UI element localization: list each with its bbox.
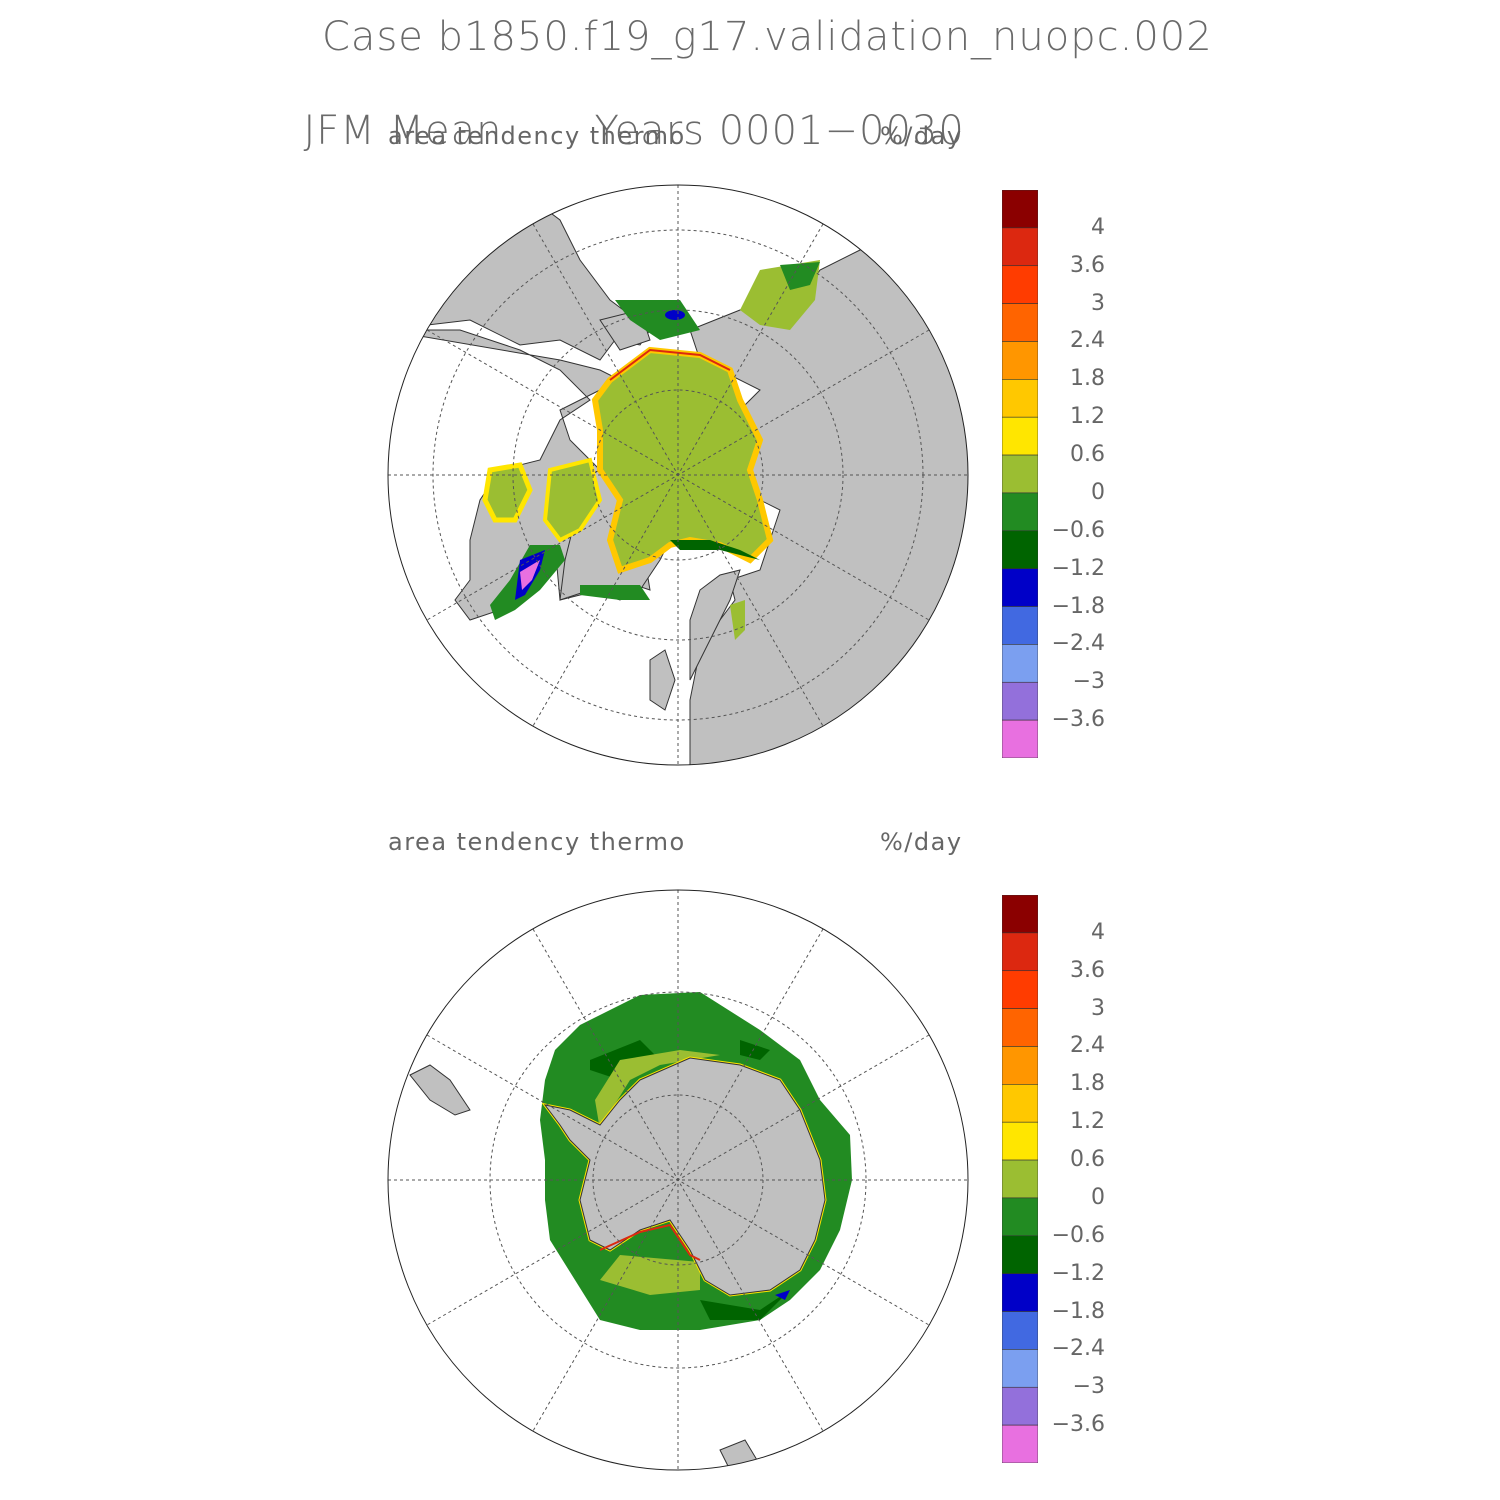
colorbar-tick-label: 0 (1091, 1184, 1105, 1210)
colorbar-swatch (1001, 1197, 1039, 1237)
colorbar-swatch (1001, 303, 1039, 342)
colorbar-swatch (1001, 1273, 1039, 1312)
colorbar-swatch (1001, 644, 1039, 683)
colorbar-swatch (1001, 379, 1039, 418)
colorbar-tick-label: 1.2 (1070, 1109, 1105, 1135)
colorbar-swatch (1001, 227, 1039, 267)
colorbar-swatch (1001, 1008, 1039, 1047)
colorbar-swatch (1001, 606, 1039, 645)
colorbar-north-swatches (1001, 189, 1039, 759)
colorbar-tick-label: −3.6 (1051, 1412, 1105, 1438)
colorbar-tick-label: −1.8 (1051, 1298, 1105, 1324)
colorbar-swatch (1001, 1084, 1039, 1123)
colorbar-swatch (1001, 492, 1039, 532)
colorbar-swatch (1001, 189, 1039, 229)
colorbar-tick-label: 3.6 (1070, 957, 1105, 983)
colorbar-swatch (1001, 1121, 1039, 1161)
colorbar-tick-label: −3 (1072, 669, 1105, 695)
colorbar-tick-label: 4 (1091, 919, 1105, 945)
period-label: JFM Mean (303, 108, 503, 154)
panel2-variable-label: area tendency thermo (388, 828, 686, 856)
colorbar-north (1001, 189, 1039, 762)
colorbar-tick-label: 1.8 (1070, 1071, 1105, 1097)
panel1-variable-label: area tendency thermo (388, 122, 686, 150)
colorbar-tick-label: −1.2 (1051, 555, 1105, 581)
colorbar-tick-label: −0.6 (1051, 1222, 1105, 1248)
colorbar-swatch (1001, 894, 1039, 934)
colorbar-south (1001, 894, 1039, 1467)
colorbar-tick-label: 1.2 (1070, 404, 1105, 430)
colorbar-swatch (1001, 265, 1039, 304)
colorbar-tick-label: 3 (1091, 290, 1105, 316)
colorbar-swatch (1001, 416, 1039, 456)
colorbar-swatch (1001, 719, 1039, 759)
colorbar-tick-label: −1.8 (1051, 593, 1105, 619)
colorbar-tick-label: 0 (1091, 479, 1105, 505)
colorbar-tick-label: −0.6 (1051, 517, 1105, 543)
panel2-units-label: %/day (880, 828, 963, 856)
south-polar-map (387, 889, 969, 1471)
colorbar-tick-label: −2.4 (1051, 1336, 1105, 1362)
colorbar-tick-label: 4 (1091, 214, 1105, 240)
colorbar-tick-label: 2.4 (1070, 1033, 1105, 1059)
colorbar-swatch (1001, 932, 1039, 972)
colorbar-tick-label: 0.6 (1070, 1147, 1105, 1173)
colorbar-swatch (1001, 1235, 1039, 1274)
colorbar-south-swatches (1001, 894, 1039, 1464)
plot-title-period: JFM Mean Years 0001−0030 (276, 62, 965, 154)
panel1-units-label: %/day (880, 122, 963, 150)
years-label: Years 0001−0030 (594, 108, 965, 154)
colorbar-tick-label: −3.6 (1051, 707, 1105, 733)
colorbar-tick-label: −1.2 (1051, 1260, 1105, 1286)
colorbar-tick-label: −2.4 (1051, 631, 1105, 657)
colorbar-tick-label: 1.8 (1070, 366, 1105, 392)
plot-title-case: Case b1850.f19_g17.validation_nuopc.002 (322, 14, 1213, 60)
colorbar-swatch (1001, 1046, 1039, 1085)
colorbar-tick-label: 0.6 (1070, 442, 1105, 468)
north-polar-map (387, 184, 969, 766)
colorbar-tick-label: 3 (1091, 995, 1105, 1021)
colorbar-tick-label: 3.6 (1070, 252, 1105, 278)
south-graticule (388, 890, 968, 1470)
north-graticule (388, 185, 968, 765)
colorbar-tick-label: −3 (1072, 1374, 1105, 1400)
colorbar-swatch (1001, 454, 1039, 494)
colorbar-swatch (1001, 1311, 1039, 1350)
colorbar-tick-label: 2.4 (1070, 328, 1105, 354)
